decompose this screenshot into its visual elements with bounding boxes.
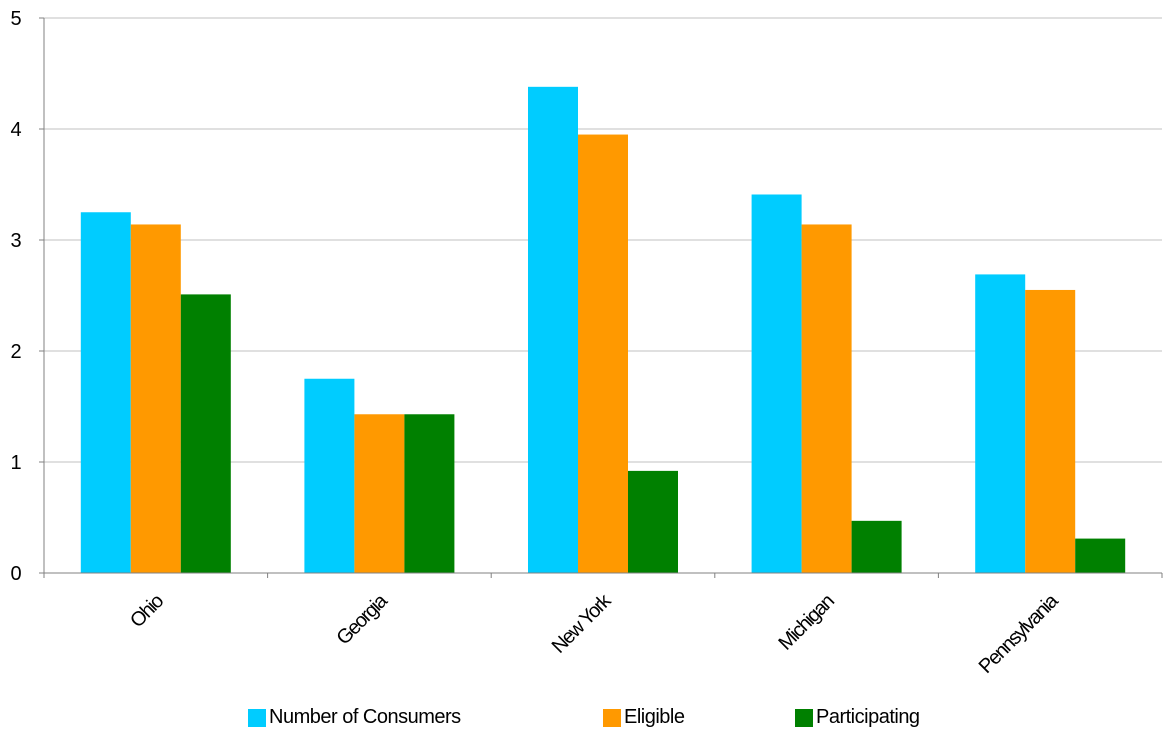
y-tick-label-2: 2 [10, 341, 21, 363]
legend-item-series-1: Eligible [603, 706, 685, 729]
bar-4-1 [1025, 289, 1076, 573]
legend: Number of Consumers Eligible Participati… [0, 706, 1172, 736]
bar-1-1 [354, 414, 405, 573]
bar-4-0 [975, 274, 1026, 573]
legend-label-series-0: Number of Consumers [269, 706, 461, 728]
bar-3-2 [851, 520, 902, 573]
x-axis: Ohio Georgia New York Michigan Pennsylvania [43, 572, 1163, 678]
x-tick-label-1: Georgia [332, 589, 392, 649]
bar-1-2 [404, 414, 455, 573]
bar-0-1 [130, 224, 181, 573]
legend-label-series-2: Participating [816, 706, 920, 728]
legend-label-series-1: Eligible [624, 706, 685, 728]
bar-1-0 [304, 378, 355, 573]
bar-3-1 [801, 224, 852, 573]
bar-3-0 [751, 194, 802, 574]
y-tick-label-3: 3 [10, 230, 21, 252]
x-tick-label-3: Michigan [774, 591, 838, 655]
legend-item-series-0: Number of Consumers [248, 706, 461, 729]
bar-4-2 [1075, 538, 1126, 573]
bar-2-0 [528, 86, 578, 573]
bar-2-2 [628, 470, 678, 573]
legend-item-series-2: Participating [795, 706, 920, 729]
x-tick-label-4: Pennsylvania [975, 589, 1064, 678]
bar-0-2 [180, 294, 231, 573]
legend-swatch-series-0 [248, 708, 266, 727]
y-tick-label-5: 5 [10, 8, 21, 30]
y-axis: 0 1 2 3 4 5 [10, 8, 45, 585]
bar-0-0 [80, 212, 131, 573]
legend-swatch-series-1 [603, 708, 621, 727]
legend-swatch-series-2 [795, 708, 813, 727]
bars [80, 86, 1126, 574]
x-tick-label-2: New York [548, 589, 617, 658]
bar-2-1 [578, 134, 628, 574]
y-tick-label-4: 4 [10, 119, 21, 141]
x-tick-label-0: Ohio [126, 590, 168, 632]
y-tick-label-1: 1 [10, 452, 21, 474]
y-tick-label-0: 0 [10, 563, 21, 585]
